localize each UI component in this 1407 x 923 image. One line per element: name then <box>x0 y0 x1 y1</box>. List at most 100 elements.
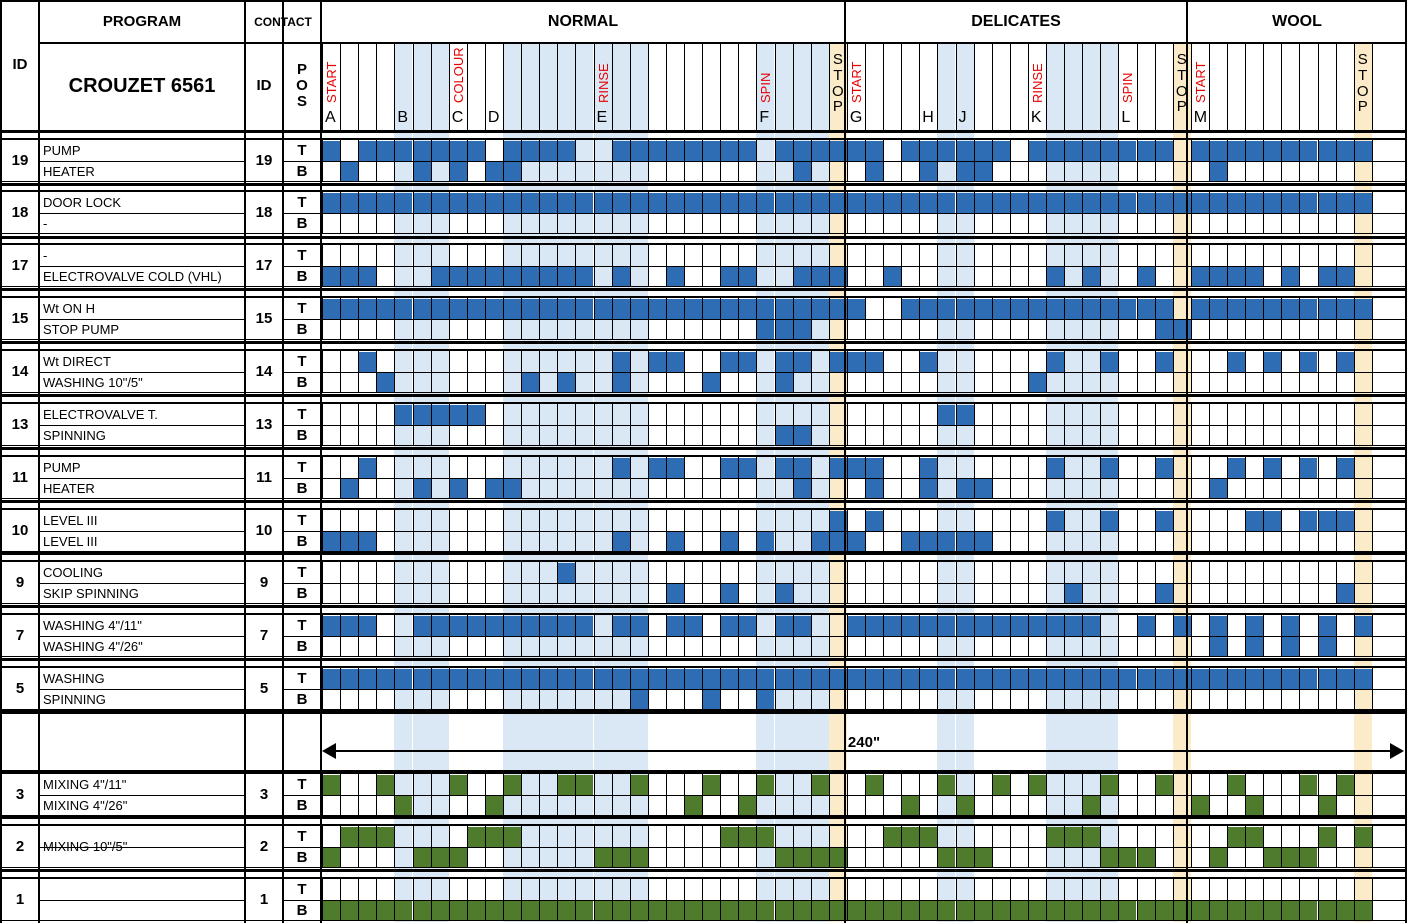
col-line <box>955 140 957 181</box>
col-line <box>358 140 360 181</box>
col-line <box>738 192 740 233</box>
col-line <box>340 192 342 233</box>
col-line <box>1027 562 1029 603</box>
col-line <box>865 404 866 445</box>
row-contact-id: 11 <box>256 469 272 486</box>
col-line <box>448 404 450 445</box>
contact-bottom-on <box>413 848 431 867</box>
col-line <box>611 404 613 445</box>
col-line <box>1172 615 1174 656</box>
contact-top-on <box>938 405 956 425</box>
col-line <box>828 351 830 392</box>
col-line <box>1190 245 1192 286</box>
col-line <box>955 192 957 233</box>
col-line <box>1046 615 1047 656</box>
col-line <box>593 140 595 181</box>
col-line <box>503 615 504 656</box>
contact-top-on <box>540 299 558 319</box>
col-line <box>484 192 486 233</box>
contact-top-on <box>1300 669 1318 689</box>
contact-top-on <box>1101 141 1119 161</box>
contact-top-on <box>1155 193 1173 213</box>
col-line <box>1154 562 1156 603</box>
contact-top-on <box>1228 827 1246 847</box>
col-line <box>1245 826 1247 867</box>
contact-top-on <box>775 458 793 478</box>
contact-top-on <box>1246 511 1264 531</box>
col-line <box>1064 192 1066 233</box>
col-line <box>810 404 812 445</box>
col-line <box>1027 615 1029 656</box>
col-line <box>1335 774 1337 815</box>
col-line <box>1046 298 1047 339</box>
contact-bottom-on <box>1137 848 1155 867</box>
col-line <box>1100 192 1102 233</box>
contact-bottom-on <box>1282 267 1300 286</box>
col-line <box>720 140 722 181</box>
contact-top-on <box>829 458 847 478</box>
col-line <box>1299 510 1301 551</box>
col-line <box>1299 615 1301 656</box>
col-line <box>647 826 649 867</box>
col-line <box>1082 826 1084 867</box>
contact-bottom-on <box>739 901 757 920</box>
col-line <box>539 826 541 867</box>
contact-top-on <box>938 141 956 161</box>
col-line <box>466 245 468 286</box>
col-line <box>919 510 921 551</box>
col-line <box>901 774 903 815</box>
contact-top-on <box>1209 141 1227 161</box>
col-line <box>503 192 504 233</box>
col-line <box>865 510 866 551</box>
contact-bottom-on <box>359 267 377 286</box>
contact-bottom-on <box>522 267 540 286</box>
col-line <box>1100 351 1102 392</box>
contact-top-on <box>576 775 594 795</box>
col-line <box>1299 245 1301 286</box>
contact-top-on <box>739 827 757 847</box>
col-line <box>702 510 704 551</box>
col-line <box>1118 615 1120 656</box>
contact-top-on <box>431 193 449 213</box>
col-line <box>1100 879 1102 920</box>
lane-band <box>593 44 612 922</box>
col-line <box>774 615 776 656</box>
col-line <box>1082 298 1084 339</box>
col-line <box>1317 192 1319 233</box>
contact-top-on <box>467 299 485 319</box>
contact-top-on <box>721 141 739 161</box>
contact-bottom-on <box>974 901 992 920</box>
contact-bottom-on <box>1137 901 1155 920</box>
contact-top-on <box>1228 299 1246 319</box>
contact-top-on <box>1191 669 1209 689</box>
contact-bottom-on <box>920 901 938 920</box>
col-line <box>973 351 975 392</box>
contact-top-on <box>359 669 377 689</box>
col-line <box>846 298 848 339</box>
col-line <box>991 562 993 603</box>
col-line <box>846 562 848 603</box>
col-line <box>448 510 450 551</box>
col-line <box>810 192 812 233</box>
contact-top-on <box>395 405 413 425</box>
id-header: ID <box>12 56 28 74</box>
header-col-line <box>919 44 921 130</box>
contact-bottom-on <box>1209 901 1227 920</box>
col-line <box>955 879 957 920</box>
col-line <box>973 457 975 498</box>
contact-bottom-on <box>630 690 648 709</box>
col-line <box>756 879 758 920</box>
contact-top-on <box>413 616 431 636</box>
contact-bottom-on <box>811 901 829 920</box>
col-line <box>774 879 776 920</box>
col-line <box>1371 457 1373 498</box>
contact-bottom-on <box>811 532 829 551</box>
col-line <box>720 826 722 867</box>
contact-top-on <box>992 616 1010 636</box>
col-line <box>684 457 685 498</box>
col-line <box>1027 298 1029 339</box>
col-line <box>883 192 885 233</box>
contact-top-on <box>1137 669 1155 689</box>
header-col-line <box>720 44 722 130</box>
header-col-line <box>702 44 704 130</box>
